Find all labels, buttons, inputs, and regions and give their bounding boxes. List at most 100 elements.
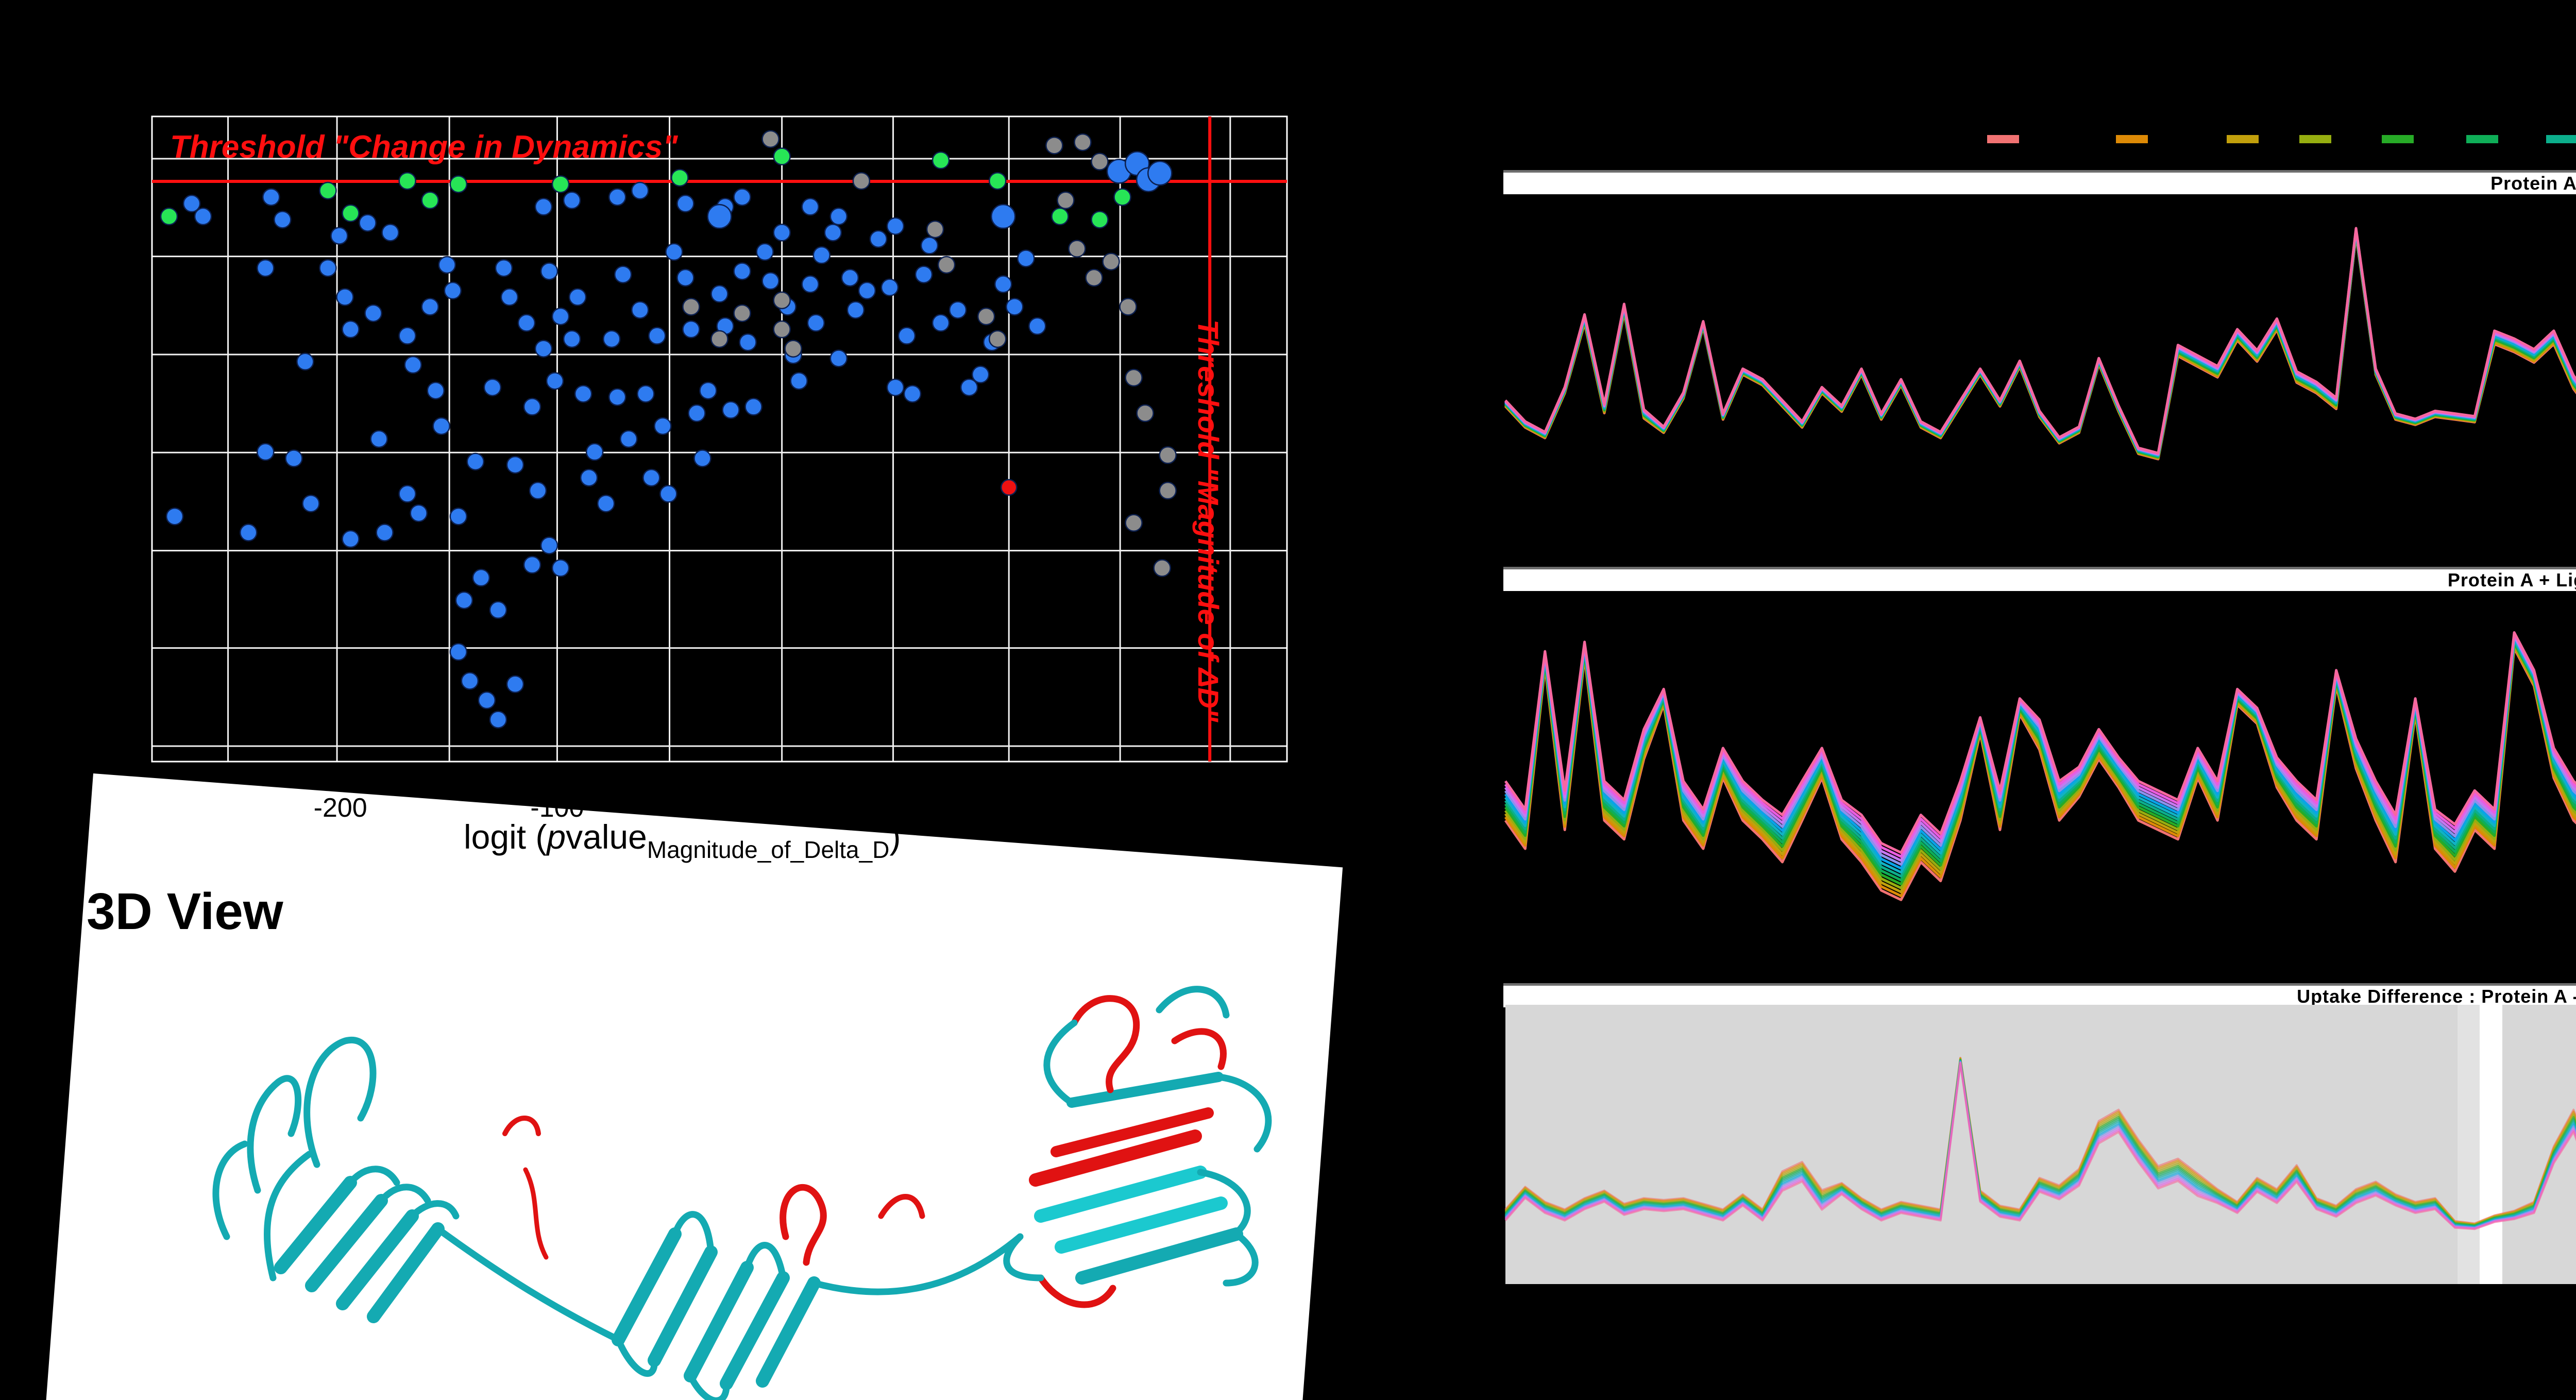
scatter-point[interactable] xyxy=(342,204,360,223)
scatter-point[interactable] xyxy=(1045,137,1063,155)
scatter-point[interactable] xyxy=(693,449,711,467)
scatter-point[interactable] xyxy=(710,285,728,303)
scatter-point[interactable] xyxy=(608,388,626,406)
scatter-point[interactable] xyxy=(262,188,280,206)
scatter-point[interactable] xyxy=(1159,481,1177,500)
scatter-point[interactable] xyxy=(858,281,876,300)
scatter-point[interactable] xyxy=(194,207,212,226)
legend-swatch[interactable] xyxy=(2299,135,2331,143)
scatter-point[interactable] xyxy=(931,151,950,170)
scatter-point[interactable] xyxy=(761,272,779,290)
scatter-point[interactable] xyxy=(790,372,808,390)
series-line[interactable] xyxy=(1504,644,2576,893)
legend-swatch[interactable] xyxy=(2382,135,2414,143)
scatter-point[interactable] xyxy=(886,217,905,235)
legend-swatch[interactable] xyxy=(1987,135,2019,143)
scatter-point[interactable] xyxy=(563,191,581,210)
scatter-point[interactable] xyxy=(370,430,388,448)
legend-swatch[interactable] xyxy=(2227,135,2259,143)
scatter-point[interactable] xyxy=(931,314,950,332)
scatter-point[interactable] xyxy=(665,243,683,261)
scatter-point[interactable] xyxy=(852,172,871,190)
scatter-point[interactable] xyxy=(994,275,1012,293)
scatter-point[interactable] xyxy=(1136,404,1154,423)
scatter-point[interactable] xyxy=(880,278,899,297)
scatter-point[interactable] xyxy=(733,262,751,280)
scatter-point[interactable] xyxy=(466,452,485,471)
scatter-point[interactable] xyxy=(529,481,547,500)
scatter-point[interactable] xyxy=(846,301,865,319)
scatter-point[interactable] xyxy=(585,443,604,461)
scatter-point[interactable] xyxy=(534,198,553,216)
scatter-point[interactable] xyxy=(461,672,479,690)
scatter-point[interactable] xyxy=(1091,211,1109,229)
scatter-point[interactable] xyxy=(920,237,939,255)
scatter-point[interactable] xyxy=(404,356,422,374)
scatter-point[interactable] xyxy=(534,340,553,358)
series-line[interactable] xyxy=(1504,647,2576,901)
scatter-point[interactable] xyxy=(1074,133,1092,151)
scatter-point[interactable] xyxy=(914,265,933,283)
scatter-point[interactable] xyxy=(886,378,905,397)
scatter-point[interactable] xyxy=(449,643,468,661)
scatter-point[interactable] xyxy=(1113,188,1131,206)
scatter-point[interactable] xyxy=(926,220,944,239)
scatter-point[interactable] xyxy=(574,385,592,403)
scatter-point[interactable] xyxy=(540,536,558,554)
scatter-point[interactable] xyxy=(739,333,757,351)
scatter-point[interactable] xyxy=(1028,317,1046,335)
scatter-point[interactable] xyxy=(257,443,275,461)
scatter-point[interactable] xyxy=(801,275,819,293)
scatter-point[interactable] xyxy=(699,381,717,400)
scatter-point[interactable] xyxy=(330,227,348,245)
scatter-point[interactable] xyxy=(398,172,416,190)
scatter-point[interactable] xyxy=(773,147,791,165)
scatter-point[interactable] xyxy=(449,175,468,193)
scatter-point[interactable] xyxy=(733,188,751,206)
legend-swatch[interactable] xyxy=(2116,135,2148,143)
scatter-point[interactable] xyxy=(897,327,916,345)
scatter-point[interactable] xyxy=(869,230,888,248)
scatter-point[interactable] xyxy=(648,327,666,345)
scatter-point[interactable] xyxy=(359,214,377,232)
series-line[interactable] xyxy=(1504,1062,2576,1232)
scatter-point[interactable] xyxy=(342,530,360,548)
scatter-point[interactable] xyxy=(1006,298,1024,316)
scatter-point[interactable] xyxy=(427,381,445,400)
series-line[interactable] xyxy=(1504,642,2576,886)
series-line[interactable] xyxy=(1504,643,2576,889)
scatter-point[interactable] xyxy=(676,268,694,287)
scatter-point[interactable] xyxy=(160,207,178,226)
scatter-point[interactable] xyxy=(381,224,399,242)
scatter-point[interactable] xyxy=(523,398,541,416)
scatter-point[interactable] xyxy=(478,691,496,710)
scatter-point[interactable] xyxy=(654,417,672,435)
scatter-point[interactable] xyxy=(472,568,490,587)
series-line[interactable] xyxy=(1504,640,2576,882)
scatter-point[interactable] xyxy=(773,320,791,339)
scatter-point[interactable] xyxy=(410,504,428,522)
scatter-point[interactable] xyxy=(1091,153,1109,171)
scatter-point[interactable] xyxy=(495,259,513,277)
scatter-point[interactable] xyxy=(988,330,1007,348)
scatter-point[interactable] xyxy=(563,330,581,348)
scatter-point[interactable] xyxy=(449,507,468,526)
scatter-point[interactable] xyxy=(1125,368,1143,387)
scatter-point[interactable] xyxy=(671,168,689,187)
scatter-point[interactable] xyxy=(1068,240,1086,258)
scatter-point[interactable] xyxy=(1057,191,1075,210)
scatter-point[interactable] xyxy=(489,711,507,729)
legend-swatch[interactable] xyxy=(2466,135,2498,143)
scatter-point[interactable] xyxy=(991,204,1016,229)
scatter-point[interactable] xyxy=(580,468,598,487)
scatter-point[interactable] xyxy=(376,524,394,542)
scatter-point[interactable] xyxy=(257,259,275,277)
scatter-point[interactable] xyxy=(1119,298,1137,316)
scatter-point[interactable] xyxy=(903,385,922,403)
scatter-point[interactable] xyxy=(500,288,519,306)
scatter-point[interactable] xyxy=(637,385,655,403)
scatter-point[interactable] xyxy=(1085,268,1103,287)
scatter-point[interactable] xyxy=(722,401,740,419)
scatter-point[interactable] xyxy=(506,675,524,694)
